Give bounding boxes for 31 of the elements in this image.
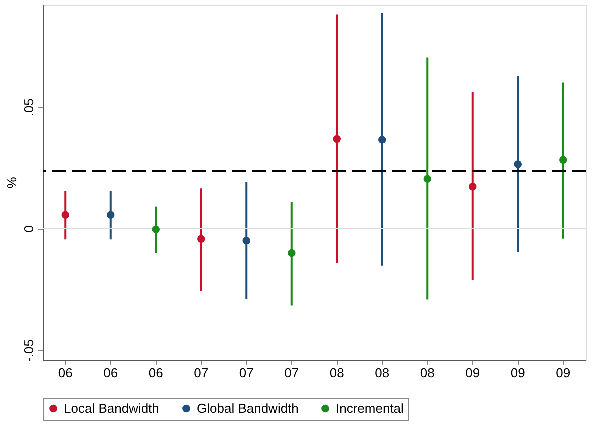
y-tick-label: 0 <box>22 226 36 233</box>
y-tick-label: .05 <box>22 98 36 117</box>
point <box>560 156 568 164</box>
point <box>514 160 522 168</box>
point <box>198 235 206 244</box>
x-tick-label: 06 <box>58 366 73 380</box>
x-tick-label: 07 <box>284 366 300 380</box>
point <box>424 175 432 183</box>
legend-label: Local Bandwidth <box>64 400 160 416</box>
x-tick-label: 09 <box>510 366 526 380</box>
y-tick-label: -.05 <box>22 340 36 362</box>
x-tick-label: 07 <box>239 366 254 380</box>
point <box>288 249 296 258</box>
x-tick-label: 08 <box>330 366 344 380</box>
legend-label: Incremental <box>336 400 404 416</box>
legend-label: Global Bandwidth <box>197 400 299 416</box>
x-tick-label: 08 <box>375 366 390 380</box>
x-tick-label: 09 <box>556 366 571 380</box>
point <box>333 135 341 144</box>
point <box>469 183 477 191</box>
y-axis-title: % <box>4 176 20 189</box>
point <box>242 236 250 245</box>
x-tick-label: 08 <box>420 366 435 380</box>
x-tick-label: 06 <box>104 366 118 380</box>
x-tick-label: 06 <box>148 366 164 380</box>
x-tick-label: 09 <box>466 366 480 380</box>
x-tick-label: 07 <box>194 366 209 380</box>
point <box>62 211 70 219</box>
point <box>378 136 386 144</box>
point <box>152 226 160 234</box>
point <box>107 211 115 219</box>
